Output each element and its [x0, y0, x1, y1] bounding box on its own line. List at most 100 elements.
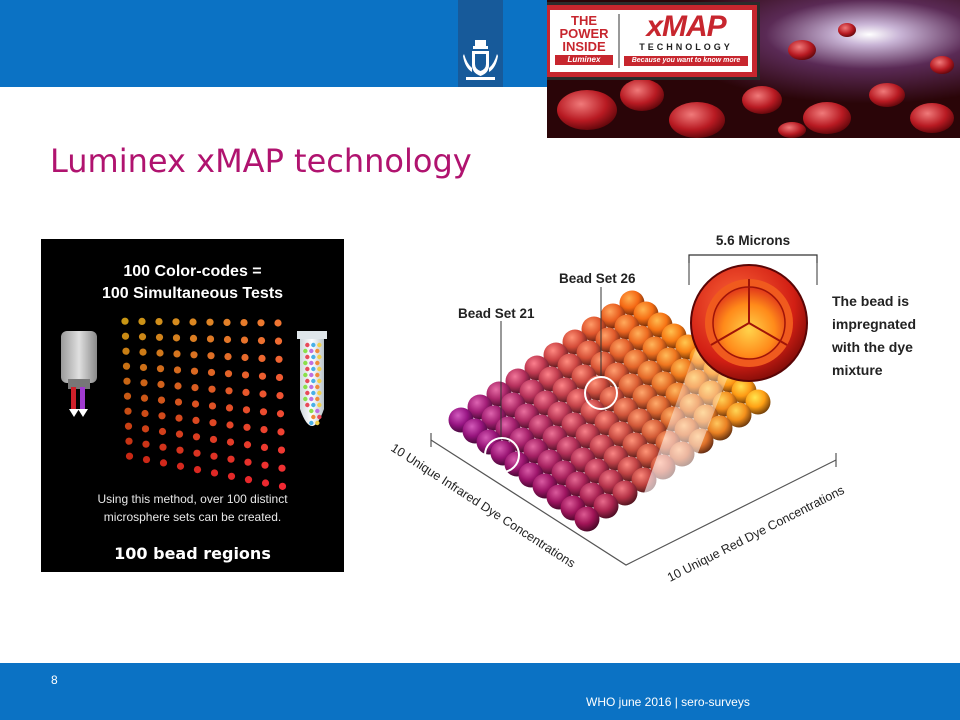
tube-bead — [305, 390, 310, 396]
bead-note-line-2: impregnated — [832, 316, 916, 332]
small-bead — [206, 318, 214, 326]
tube-bead — [303, 384, 308, 390]
small-bead — [242, 406, 251, 414]
footer-band — [0, 663, 960, 720]
tube-bead — [315, 396, 320, 402]
tube-bead — [317, 342, 322, 348]
tube-bead — [309, 420, 314, 426]
small-bead — [277, 428, 285, 436]
small-bead — [138, 333, 147, 341]
tube-cap — [297, 331, 327, 339]
small-bead — [172, 318, 180, 326]
small-bead — [158, 412, 166, 420]
small-bead — [261, 479, 270, 487]
small-bead — [259, 408, 268, 416]
xmap-wordmark: xMAP — [646, 10, 726, 43]
small-bead — [176, 446, 184, 454]
small-bead — [275, 373, 284, 382]
microns-label: 5.6 Microns — [716, 233, 790, 248]
small-bead — [124, 422, 133, 430]
small-bead — [225, 404, 234, 412]
tube-bead — [309, 384, 314, 390]
small-bead — [190, 367, 199, 375]
color-codes-figure: 100 Color-codes = 100 Simultaneous Tests… — [41, 239, 344, 572]
tube-bead — [315, 360, 320, 366]
small-bead — [210, 452, 218, 460]
small-bead — [208, 402, 217, 410]
dye-bead — [745, 389, 771, 415]
heading-line-2: 100 Simultaneous Tests — [101, 285, 284, 302]
small-bead — [276, 410, 285, 418]
tube-bead — [311, 390, 316, 396]
bead-regions-label: 100 bead regions — [114, 544, 271, 563]
dye-bead — [612, 480, 638, 506]
tube-bead — [305, 342, 310, 348]
small-bead — [259, 390, 267, 398]
small-bead — [258, 354, 266, 362]
tube-bead — [309, 360, 314, 366]
small-bead — [278, 464, 286, 472]
small-bead — [142, 440, 150, 448]
bead-note-line-3: with the dye — [831, 339, 913, 355]
small-bead — [227, 455, 235, 463]
tube-bead — [309, 396, 314, 402]
tube-bead — [305, 402, 310, 408]
page-number: 8 — [51, 673, 58, 687]
small-bead — [158, 427, 167, 436]
small-bead — [257, 319, 265, 327]
small-bead — [191, 384, 199, 392]
small-bead — [274, 319, 282, 327]
tube-bead — [317, 354, 322, 360]
small-bead — [142, 455, 151, 464]
small-bead — [241, 371, 250, 379]
luminex-label: Luminex — [555, 55, 613, 65]
small-bead — [243, 423, 251, 431]
small-bead — [156, 349, 164, 357]
small-bead — [123, 392, 132, 400]
small-bead — [176, 462, 185, 470]
small-bead — [260, 443, 269, 451]
tube-bead — [315, 420, 320, 426]
tube-bead — [315, 348, 320, 354]
small-bead — [125, 452, 134, 460]
logo-tagline: Because you want to know more — [624, 56, 748, 66]
small-bead — [140, 394, 149, 402]
small-bead — [122, 362, 131, 370]
small-bead — [210, 469, 219, 477]
small-bead — [141, 425, 150, 433]
small-bead — [155, 333, 164, 341]
power-line-2: POWER — [559, 26, 609, 41]
small-bead — [192, 416, 200, 424]
bead-set-21-marker — [484, 437, 520, 473]
small-bead — [124, 407, 132, 415]
tube-bead — [317, 378, 322, 384]
small-bead — [138, 317, 146, 325]
small-bead — [190, 351, 198, 359]
small-bead — [224, 353, 232, 361]
red-laser-beam — [71, 387, 76, 409]
small-bead — [189, 334, 198, 342]
dye-bead — [574, 506, 600, 532]
small-bead — [207, 352, 215, 360]
bead-note: The bead is impregnated with the dye mix… — [831, 293, 916, 378]
small-bead — [193, 466, 202, 474]
small-bead — [156, 365, 165, 373]
color-codes-heading: 100 Color-codes = 100 Simultaneous Tests — [41, 261, 344, 305]
tube-bead — [309, 372, 314, 378]
violet-laser-beam — [80, 387, 85, 409]
caption-line-2: microsphere sets can be created. — [103, 510, 282, 524]
small-bead — [159, 459, 168, 467]
small-bead — [121, 317, 129, 325]
power-line-3: INSIDE — [562, 39, 606, 54]
small-bead — [140, 379, 148, 387]
small-bead — [173, 366, 182, 374]
caption-line-1: Using this method, over 100 distinct — [97, 492, 288, 506]
xmap-logo-inner: THE POWER INSIDE Luminex xMAP TECHNOLOGY… — [550, 10, 752, 72]
heading-line-1: 100 Color-codes = — [123, 263, 262, 280]
small-bead — [242, 388, 250, 396]
small-bead — [123, 377, 131, 385]
small-bead — [276, 392, 284, 400]
small-bead — [209, 419, 217, 427]
tube-bead — [311, 378, 316, 384]
small-bead — [157, 380, 165, 388]
